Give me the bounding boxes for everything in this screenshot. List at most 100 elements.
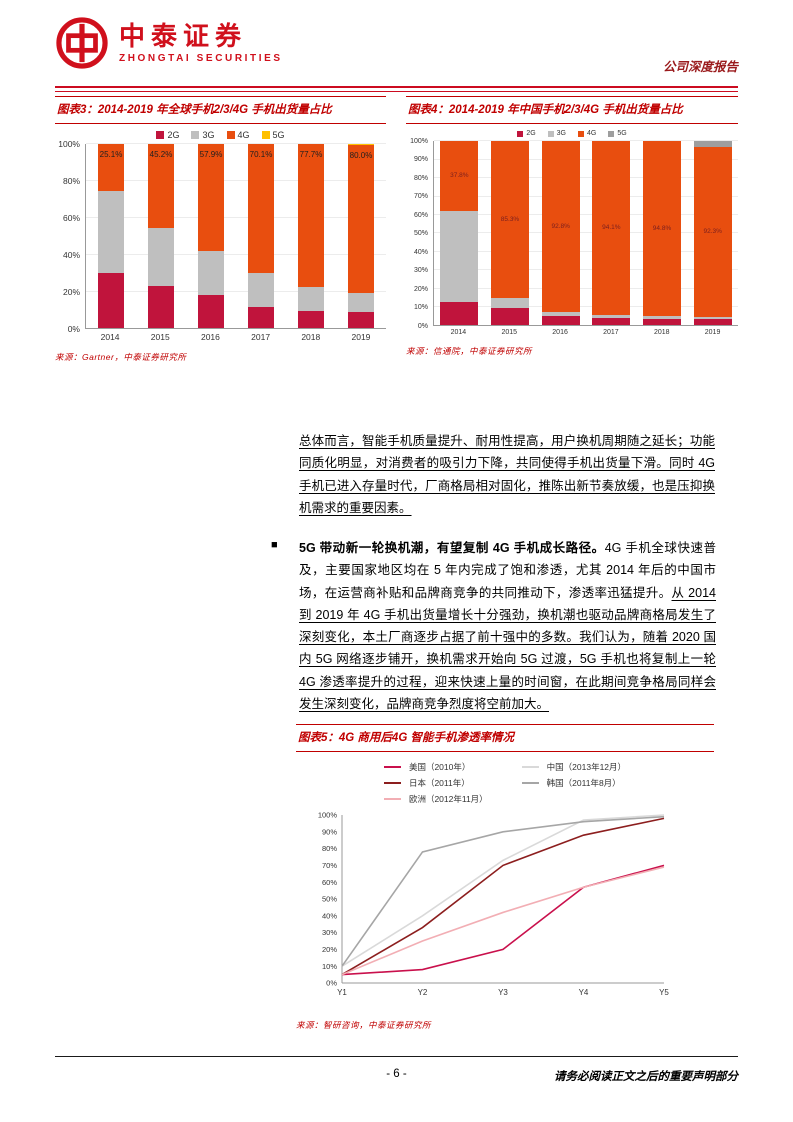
- series-line: [341, 866, 665, 976]
- bar-value-label: 37.8%: [450, 171, 469, 179]
- bar-value-label: 70.1%: [249, 150, 273, 160]
- figure-4: 图表4：2014-2019 年中国手机2/3/4G 手机出货量占比 2G 3G 4G…: [406, 96, 738, 364]
- legend-line-swatch: [521, 766, 539, 769]
- gridline: [434, 232, 738, 234]
- segment-2g-2015: [148, 286, 174, 329]
- segment-4g-2019: 80.0%: [348, 145, 374, 293]
- y-tick: 10%: [413, 304, 428, 312]
- bar-2019: 92.3%: [693, 141, 732, 326]
- segment-4g-2017: 70.1%: [248, 144, 274, 274]
- figure-5-source: 来源：智研咨询，中泰证券研究所: [296, 1020, 432, 1031]
- segment-2g-2014: [440, 301, 479, 326]
- segment-5g-2019: [348, 144, 374, 146]
- gridline: [86, 253, 386, 255]
- y-tick: 70%: [413, 193, 428, 201]
- segment-2g-2019: [348, 311, 374, 329]
- bar-slot-2019: 92.3%: [687, 141, 738, 326]
- brand-logo: 中泰证券 ZHONGTAI SECURITIES: [55, 16, 283, 70]
- bar-slot-2014: 25.1%: [86, 144, 136, 329]
- segment-3g-2017: [592, 314, 631, 318]
- segment-2g-2017: [592, 317, 631, 326]
- segment-4g-2017: 94.1%: [592, 141, 631, 315]
- y-tick: 60%: [62, 213, 80, 224]
- bar-2014: 25.1%: [98, 144, 124, 329]
- figure-4-plot: 37.8% 85.3% 92.8% 94.1% 94.8% 92.3%: [433, 140, 738, 327]
- bar-slot-2016: 57.9%: [186, 144, 236, 329]
- figure-3-title: 图表3：2014-2019 年全球手机2/3/4G 手机出货量占比: [55, 96, 386, 125]
- figure-5-chart: 美国（2010年） 中国（2013年12月） 日本（2011年） 韩国（2011年8月…: [296, 761, 714, 1010]
- x-tick-2015: 2015: [150, 332, 170, 343]
- y-tick: 50%: [413, 230, 428, 238]
- legend-item-3g: 3G: [191, 130, 215, 140]
- segment-4g-2019: 92.3%: [693, 147, 732, 317]
- figure-3-chart: 2G 3G 4G 5G 0% 20% 40% 60% 80% 100% 25.1% 45.2% 57…: [55, 130, 386, 342]
- legend-item: 欧洲（2012年11月）: [383, 793, 488, 805]
- y-tick: 0%: [417, 322, 428, 330]
- y-tick: 40%: [413, 248, 428, 256]
- svg-text:20%: 20%: [322, 945, 337, 954]
- legend-item-2g: 2G: [156, 130, 179, 140]
- legend-line-swatch: [383, 798, 401, 801]
- bar-value-label: 45.2%: [149, 150, 173, 160]
- gridline: [86, 290, 386, 292]
- y-tick: 80%: [62, 176, 80, 187]
- bar-2017: 94.1%: [592, 141, 631, 326]
- y-tick: 90%: [413, 156, 428, 164]
- x-tick-2017: 2017: [251, 332, 271, 343]
- legend-swatch-2g: [517, 130, 524, 137]
- legend-line-swatch: [383, 766, 401, 769]
- gridline: [434, 158, 738, 160]
- legend-item-3g: 3G: [547, 130, 566, 137]
- legend-item: 美国（2010年）: [383, 761, 488, 773]
- bars: 25.1% 45.2% 57.9% 70.1% 77.7% 80.0%: [86, 144, 386, 329]
- figure-5-title: 图表5：4G 商用后4G 智能手机渗透率情况: [296, 724, 714, 753]
- bar-2016: 92.8%: [541, 141, 580, 326]
- bar-2015: 45.2%: [148, 144, 174, 329]
- y-tick: 20%: [62, 287, 80, 298]
- segment-4g-2018: 77.7%: [298, 144, 324, 288]
- report-header: 中泰证券 ZHONGTAI SECURITIES 公司深度报告: [55, 16, 738, 75]
- legend-item-4g: 4G: [578, 130, 596, 137]
- figure-4-x-axis: 2014 2015 2016 2017 2018 2019: [433, 329, 738, 336]
- gridline: [434, 177, 738, 179]
- bullet-tail-text: 从 2014 到 2019 年 4G 手机出货量增长十分强劲，换机潮也驱动品牌商…: [299, 585, 716, 711]
- segment-3g-2018: [643, 315, 682, 319]
- bar-2017: 70.1%: [248, 144, 274, 329]
- legend-swatch-2g: [156, 131, 165, 140]
- segment-3g-2014: [98, 190, 124, 274]
- svg-text:Y1: Y1: [337, 988, 347, 997]
- figure-3-legend: 2G 3G 4G 5G: [55, 130, 386, 140]
- legend-item-4g: 4G: [226, 130, 250, 140]
- gridline: [434, 195, 738, 197]
- paragraph-summary: 总体而言，智能手机质量提升、耐用性提高，用户换机周期随之延长；功能同质化明显，对…: [299, 434, 715, 515]
- legend-swatch-5g: [608, 130, 615, 137]
- y-tick: 30%: [413, 267, 428, 275]
- series-line: [341, 865, 665, 976]
- gridline: [86, 180, 386, 182]
- figure-3-source: 来源：Gartner，中泰证券研究所: [55, 352, 187, 363]
- segment-2g-2018: [298, 311, 324, 329]
- y-tick: 100%: [58, 139, 80, 150]
- gridline: [434, 269, 738, 271]
- segment-2g-2018: [643, 318, 682, 326]
- segment-3g-2015: [491, 298, 529, 309]
- legend-line-swatch: [383, 782, 401, 785]
- segment-3g-2014: [440, 210, 479, 302]
- bar-value-label: 25.1%: [99, 150, 123, 160]
- svg-text:Y3: Y3: [498, 988, 508, 997]
- bar-slot-2015: 45.2%: [136, 144, 186, 329]
- y-tick: 80%: [413, 174, 428, 182]
- segment-3g-2019: [348, 292, 374, 312]
- svg-text:Y4: Y4: [579, 988, 589, 997]
- legend-swatch-3g: [547, 130, 554, 137]
- legend-item: 中国（2013年12月）: [521, 761, 626, 773]
- x-tick-2018: 2018: [653, 329, 670, 337]
- gridline: [434, 140, 738, 142]
- svg-text:70%: 70%: [322, 861, 337, 870]
- x-tick-2018: 2018: [301, 332, 321, 343]
- bars: 37.8% 85.3% 92.8% 94.1% 94.8% 92.3%: [434, 141, 738, 326]
- bullet-mid-text: 4G 手机全球快速普及，主要国家地区均在 5 年内完成了饱和渗透，尤其 2014…: [299, 541, 716, 600]
- bar-value-label: 94.1%: [602, 223, 621, 231]
- segment-2g-2015: [491, 308, 529, 326]
- footer-divider: [55, 1056, 738, 1057]
